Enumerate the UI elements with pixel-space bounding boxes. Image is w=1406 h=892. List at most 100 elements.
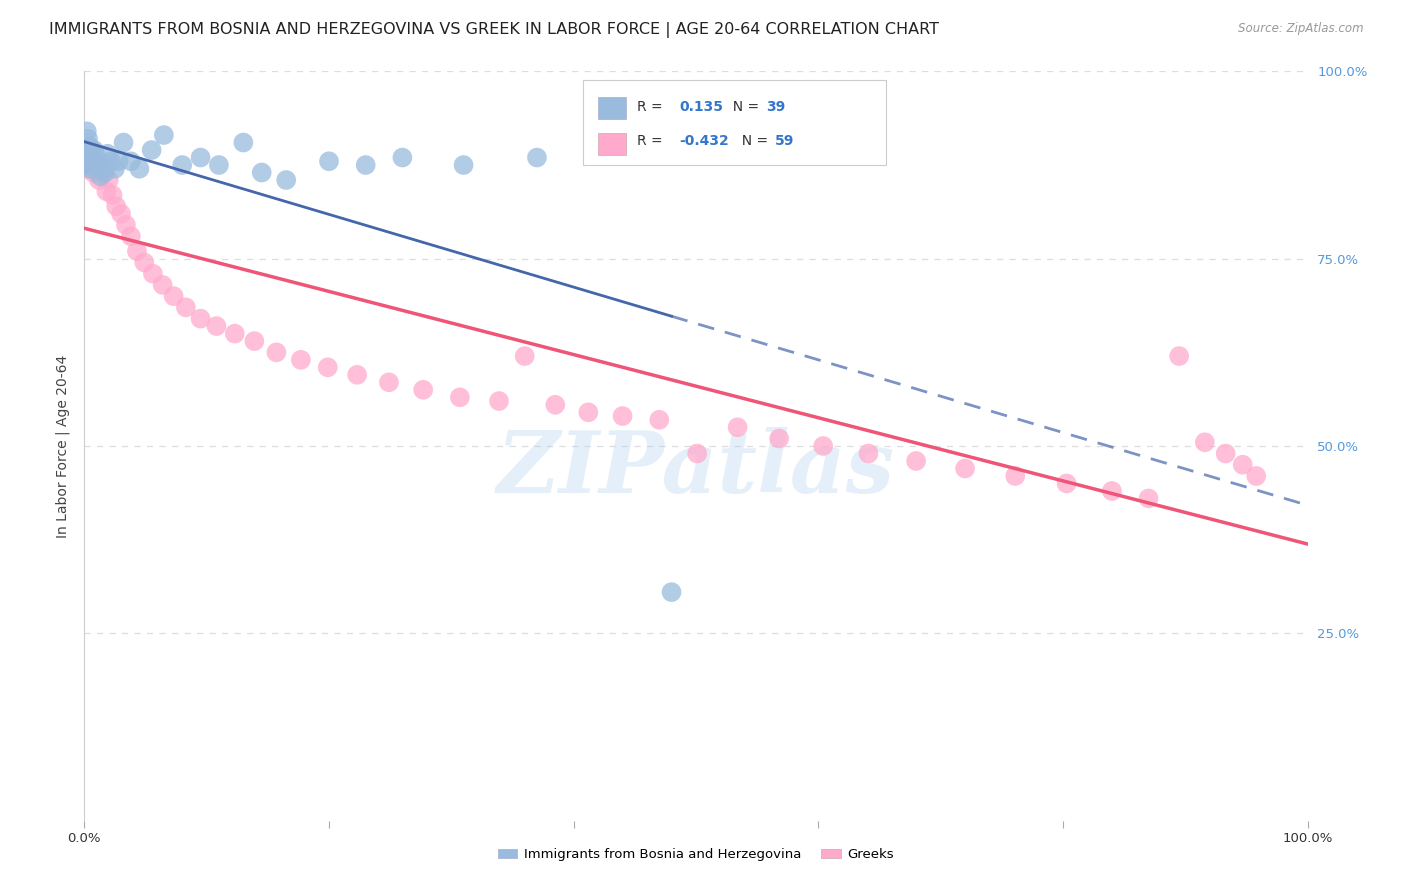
Point	[93, 161, 115, 176]
Point	[250, 165, 273, 179]
Point	[79, 161, 101, 176]
Point	[153, 128, 176, 142]
Point	[208, 158, 231, 172]
Point	[120, 154, 142, 169]
Point	[80, 143, 103, 157]
Point	[224, 326, 246, 341]
Text: ZIPatlas: ZIPatlas	[496, 426, 896, 510]
Point	[174, 301, 197, 315]
Point	[290, 352, 312, 367]
Point	[90, 165, 112, 179]
Point	[953, 461, 976, 475]
Point	[101, 188, 124, 202]
Point	[128, 161, 150, 176]
Point	[84, 158, 107, 172]
Point	[77, 158, 100, 172]
Point	[526, 151, 548, 165]
Point	[243, 334, 266, 348]
Point	[686, 446, 709, 460]
Text: R =: R =	[637, 101, 666, 114]
Point	[120, 229, 142, 244]
Text: R =: R =	[637, 135, 666, 148]
Point	[75, 158, 97, 172]
Point	[87, 173, 110, 187]
Point	[82, 165, 104, 179]
Point	[1056, 476, 1078, 491]
Point	[190, 151, 212, 165]
Point	[89, 169, 111, 184]
Point	[1194, 435, 1216, 450]
Point	[152, 277, 174, 292]
Point	[1232, 458, 1254, 472]
Point	[346, 368, 368, 382]
Text: N =: N =	[724, 101, 763, 114]
Point	[91, 158, 114, 172]
Point	[316, 360, 339, 375]
Point	[84, 161, 107, 176]
Point	[110, 207, 132, 221]
Point	[661, 585, 683, 599]
Point	[77, 139, 100, 153]
Point	[163, 289, 186, 303]
Point	[1137, 491, 1160, 506]
Point	[115, 218, 138, 232]
Point	[86, 151, 108, 165]
Point	[100, 154, 122, 169]
Text: N =: N =	[733, 135, 772, 148]
Point	[107, 154, 129, 169]
Point	[612, 409, 634, 423]
Text: -0.432: -0.432	[679, 135, 728, 148]
Point	[83, 154, 105, 169]
Point	[83, 143, 105, 157]
Legend: Immigrants from Bosnia and Herzegovina, Greeks: Immigrants from Bosnia and Herzegovina, …	[492, 843, 900, 866]
Text: 59: 59	[775, 135, 794, 148]
Point	[412, 383, 434, 397]
Point	[727, 420, 749, 434]
Point	[77, 151, 100, 165]
Point	[86, 158, 108, 172]
Point	[449, 390, 471, 404]
Point	[1168, 349, 1191, 363]
Point	[75, 158, 97, 172]
Point	[96, 184, 118, 198]
Point	[513, 349, 536, 363]
Point	[232, 136, 254, 150]
Point	[87, 161, 110, 176]
Point	[82, 154, 104, 169]
Point	[354, 158, 377, 172]
Point	[576, 405, 599, 419]
Text: 39: 39	[766, 101, 786, 114]
Point	[276, 173, 298, 187]
Point	[105, 199, 128, 213]
Point	[1244, 469, 1267, 483]
Point	[1101, 483, 1123, 498]
Point	[142, 267, 165, 281]
Point	[453, 158, 475, 172]
Point	[79, 146, 101, 161]
Point	[378, 376, 401, 390]
Text: IMMIGRANTS FROM BOSNIA AND HERZEGOVINA VS GREEK IN LABOR FORCE | AGE 20-64 CORRE: IMMIGRANTS FROM BOSNIA AND HERZEGOVINA V…	[49, 22, 939, 38]
Text: Source: ZipAtlas.com: Source: ZipAtlas.com	[1239, 22, 1364, 36]
Point	[205, 319, 228, 334]
Point	[318, 154, 340, 169]
Point	[190, 311, 212, 326]
Point	[391, 151, 413, 165]
Point	[125, 244, 148, 259]
Point	[77, 132, 100, 146]
Point	[97, 173, 120, 187]
Point	[112, 136, 135, 150]
Point	[97, 146, 120, 161]
Point	[1004, 469, 1026, 483]
Point	[77, 161, 100, 176]
Point	[104, 161, 127, 176]
Point	[76, 154, 98, 169]
Point	[172, 158, 194, 172]
Text: 0.135: 0.135	[679, 101, 723, 114]
Point	[80, 158, 103, 172]
Point	[544, 398, 567, 412]
Point	[905, 454, 928, 468]
Point	[76, 124, 98, 138]
Point	[76, 143, 98, 157]
Point	[648, 413, 671, 427]
Point	[94, 165, 117, 179]
